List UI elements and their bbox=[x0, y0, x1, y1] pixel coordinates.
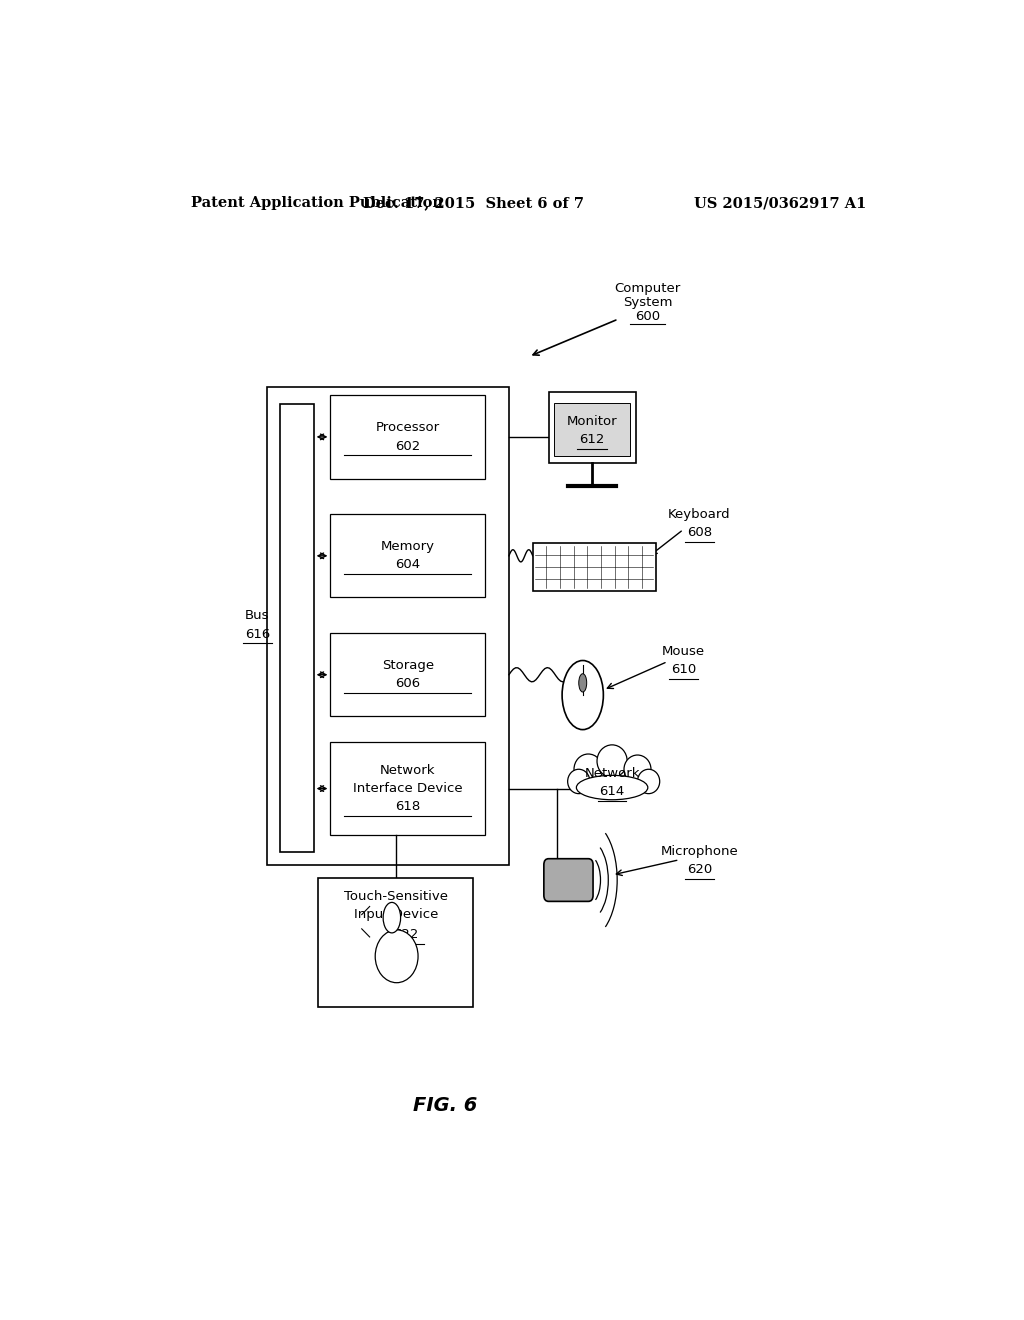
Text: Bus: Bus bbox=[245, 610, 269, 622]
FancyBboxPatch shape bbox=[532, 543, 655, 591]
Text: Computer: Computer bbox=[614, 282, 681, 294]
Text: System: System bbox=[623, 296, 673, 309]
Ellipse shape bbox=[597, 744, 627, 777]
Ellipse shape bbox=[624, 755, 651, 784]
Text: Patent Application Publication: Patent Application Publication bbox=[191, 197, 443, 210]
FancyBboxPatch shape bbox=[331, 742, 485, 836]
Text: 622: 622 bbox=[392, 928, 418, 941]
Text: Monitor: Monitor bbox=[567, 416, 617, 428]
FancyBboxPatch shape bbox=[331, 515, 485, 598]
Text: Microphone: Microphone bbox=[660, 845, 738, 858]
Text: Network: Network bbox=[380, 764, 435, 776]
FancyBboxPatch shape bbox=[318, 878, 473, 1007]
Ellipse shape bbox=[375, 929, 418, 982]
Text: Touch-Sensitive: Touch-Sensitive bbox=[344, 890, 447, 903]
Text: 612: 612 bbox=[580, 433, 605, 446]
Text: Input Device: Input Device bbox=[353, 908, 438, 921]
Text: 604: 604 bbox=[395, 558, 420, 572]
Ellipse shape bbox=[567, 770, 590, 793]
Text: Network: Network bbox=[585, 767, 640, 780]
FancyBboxPatch shape bbox=[281, 404, 313, 851]
Text: 608: 608 bbox=[687, 525, 712, 539]
Text: 606: 606 bbox=[395, 677, 420, 690]
Text: Processor: Processor bbox=[376, 421, 439, 434]
Text: 610: 610 bbox=[671, 663, 696, 676]
Text: 600: 600 bbox=[635, 310, 660, 323]
Text: Interface Device: Interface Device bbox=[353, 781, 463, 795]
Text: US 2015/0362917 A1: US 2015/0362917 A1 bbox=[693, 197, 866, 210]
Text: 620: 620 bbox=[687, 863, 712, 876]
Text: Dec. 17, 2015  Sheet 6 of 7: Dec. 17, 2015 Sheet 6 of 7 bbox=[362, 197, 584, 210]
FancyBboxPatch shape bbox=[554, 404, 631, 457]
Text: Storage: Storage bbox=[382, 659, 434, 672]
Ellipse shape bbox=[577, 775, 648, 800]
FancyBboxPatch shape bbox=[549, 392, 636, 463]
Text: Keyboard: Keyboard bbox=[668, 508, 731, 520]
Text: 602: 602 bbox=[395, 440, 421, 453]
Ellipse shape bbox=[638, 770, 659, 793]
Text: 614: 614 bbox=[599, 785, 625, 799]
Ellipse shape bbox=[579, 673, 587, 692]
Ellipse shape bbox=[574, 754, 602, 784]
FancyBboxPatch shape bbox=[544, 859, 593, 902]
Text: 618: 618 bbox=[395, 800, 421, 813]
FancyBboxPatch shape bbox=[331, 634, 485, 717]
Text: 616: 616 bbox=[245, 627, 270, 640]
Ellipse shape bbox=[383, 903, 400, 933]
Text: Memory: Memory bbox=[381, 540, 435, 553]
Text: Mouse: Mouse bbox=[662, 645, 706, 657]
Text: FIG. 6: FIG. 6 bbox=[414, 1096, 477, 1115]
FancyBboxPatch shape bbox=[267, 387, 509, 865]
Ellipse shape bbox=[562, 660, 603, 730]
FancyBboxPatch shape bbox=[331, 395, 485, 479]
